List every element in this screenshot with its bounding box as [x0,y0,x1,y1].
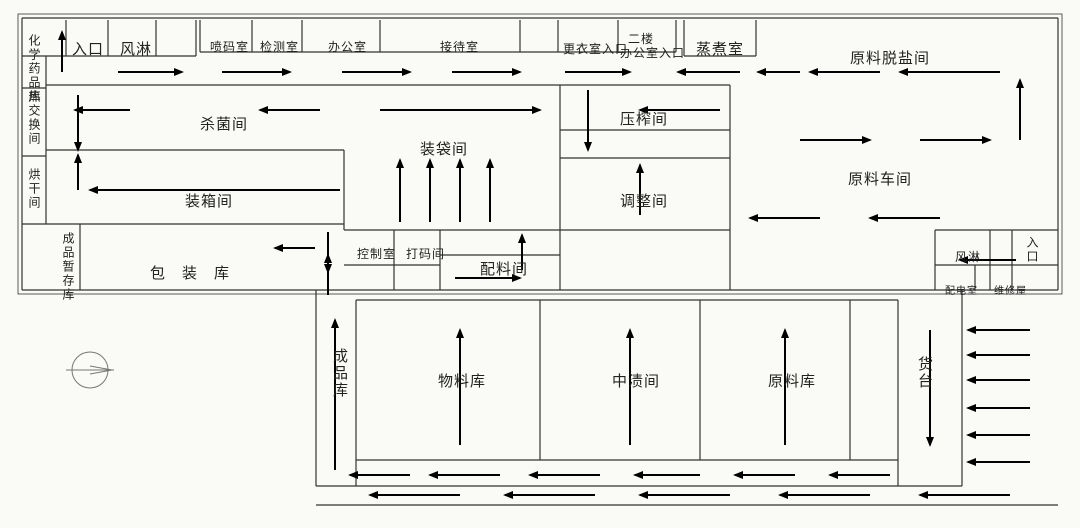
room-label-control: 控制室 [357,245,396,262]
room-label-entry-left: 入口 [72,38,104,59]
room-label-office-entry: 办公室入口 [620,44,685,61]
compass-icon [66,352,114,388]
room-label-entry-right: 入口 [1024,236,1041,264]
room-label-adjust: 调整间 [620,190,668,211]
room-label-drying: 烘干间 [26,168,43,210]
room-label-sterilize: 杀菌间 [200,113,248,134]
room-label-maint: 维修屋 [994,282,1027,297]
room-label-material: 物料库 [438,370,486,391]
room-label-coding2: 打码间 [406,245,445,262]
room-label-air-shower-right: 风淋 [955,248,981,265]
room-label-air-shower-left: 风淋 [120,38,152,59]
room-label-desalting: 原料脱盐间 [850,47,930,68]
room-label-raw-workshop: 原料车间 [848,168,912,189]
room-label-reception: 接待室 [440,38,479,55]
room-label-boxing: 装箱间 [185,190,233,211]
room-label-coding: 喷码室 [210,38,249,55]
room-label-inspect: 检测室 [260,38,299,55]
room-label-mixing: 配料间 [480,258,528,279]
room-label-changing: 更衣室入口 [563,40,628,57]
room-label-bagging: 装袋间 [420,138,468,159]
room-label-finished: 成品库 [329,348,350,399]
room-label-temp-store: 成品暂存库 [60,232,77,302]
room-label-office: 办公室 [328,38,367,55]
room-label-packing: 包 装 库 [150,262,230,283]
room-label-pressing: 压榨间 [620,108,668,129]
room-label-elec: 配电室 [945,282,978,297]
room-label-raw-store: 原料库 [768,370,816,391]
room-label-steaming: 蒸煮室 [696,38,744,59]
floor-plan-canvas: 化学药品库入口风淋喷码室检测室办公室接待室更衣室入口二楼办公室入口蒸煮室原料脱盐… [0,0,1080,528]
room-label-heat-ex: 热交换间 [26,90,43,146]
room-label-dock: 货台 [914,356,935,390]
room-label-mid-soak: 中渍间 [612,370,660,391]
